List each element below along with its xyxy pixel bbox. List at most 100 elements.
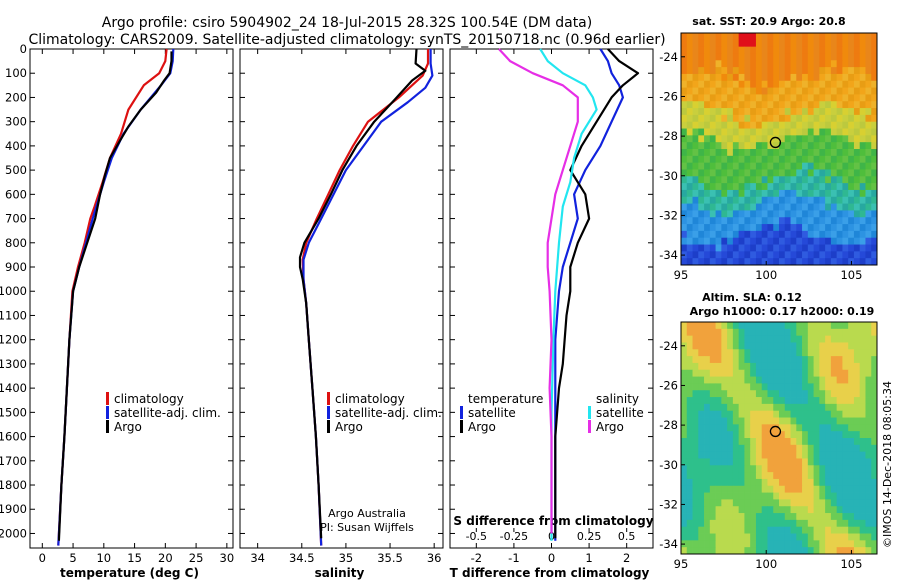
map-cell [761,67,768,75]
map-cell [830,46,838,54]
map-cell [715,108,722,116]
map-cell [813,424,820,432]
map-cell [692,189,699,198]
map-cell [848,513,855,521]
map-cell [779,472,786,480]
map-cell [727,251,734,259]
map-cell [853,101,861,109]
map-cell [825,444,832,453]
map-cell [842,540,849,548]
map-cell [761,108,768,116]
map-cell [802,142,809,150]
map-cell [681,169,688,177]
map-cell [842,67,849,75]
map-cell [830,485,838,493]
map-cell [865,39,872,48]
map-cell [836,540,843,548]
map-cell [715,362,722,371]
map-cell [819,224,826,232]
map-cell [871,410,878,418]
map-cell [738,328,745,337]
map-cell [750,217,757,225]
map-cell [704,438,711,446]
map-cell [738,499,745,507]
map-cell [727,176,734,184]
map-cell [681,33,688,41]
map-cell [744,189,751,198]
map-cell [790,244,797,252]
map-cell [779,410,786,418]
map-cell [767,251,774,259]
map-cell [755,258,763,266]
map-cell [796,362,803,371]
x-tick-label: 0 [548,551,555,565]
map-cell [767,328,774,337]
map-cell [842,258,849,266]
map-cell [744,210,751,218]
map-cell [692,169,699,177]
map-cell [715,424,722,432]
map-cell [715,169,722,177]
map-cell [842,369,849,377]
map-cell [813,417,820,425]
map-cell [790,46,797,54]
map-cell [836,499,843,507]
map-cell [755,189,763,198]
map-cell [727,189,734,198]
map-cell [773,224,780,232]
map-cell [686,94,693,102]
map-cell [825,540,832,548]
map-cell [802,73,809,82]
map-cell [686,458,693,466]
map-cell [721,183,728,191]
map-cell [790,176,797,184]
map-cell [698,403,705,412]
map-cell [732,444,740,453]
map-cell [819,108,826,116]
map-cell [773,328,780,337]
map-cell [767,472,774,480]
map-cell [848,39,855,48]
map-cell [704,533,711,541]
map-cell [784,230,791,239]
map-cell [779,258,786,266]
map-cell [807,465,814,473]
map-cell [738,376,745,384]
map-cell [709,183,716,191]
map-cell [784,369,791,377]
map-cell [715,417,722,425]
map-cell [738,410,745,418]
map-cell [715,183,722,191]
map-cell [842,513,849,521]
map-cell [721,526,728,534]
map-cell [727,342,734,350]
map-cell [836,472,843,480]
map-cell [836,155,843,164]
map-cell [819,251,826,259]
map-cell [750,244,757,252]
map-cell [755,162,763,170]
map-cell [819,383,826,391]
map-cell [738,176,745,184]
map-cell [750,410,757,418]
map-cell [871,369,878,377]
map-cell [871,87,878,95]
map-cell [790,73,797,82]
map-cell [813,101,820,109]
x-tick-label: 30 [220,551,235,565]
map-cell [732,438,740,446]
map-cell [842,492,849,500]
map-cell [802,114,809,123]
map-cell [859,369,866,377]
map-cell [686,217,693,225]
map-cell [761,438,768,446]
map-cell [721,424,728,432]
map-cell [767,513,774,521]
temperature-legend: climatology satellite-adj. clim. Argo [106,392,221,434]
map-cell [767,485,774,493]
map-cell [715,237,722,245]
map-cell [848,217,855,225]
map-cell [709,210,716,218]
map-cell [744,540,751,548]
map-cell [773,458,780,466]
